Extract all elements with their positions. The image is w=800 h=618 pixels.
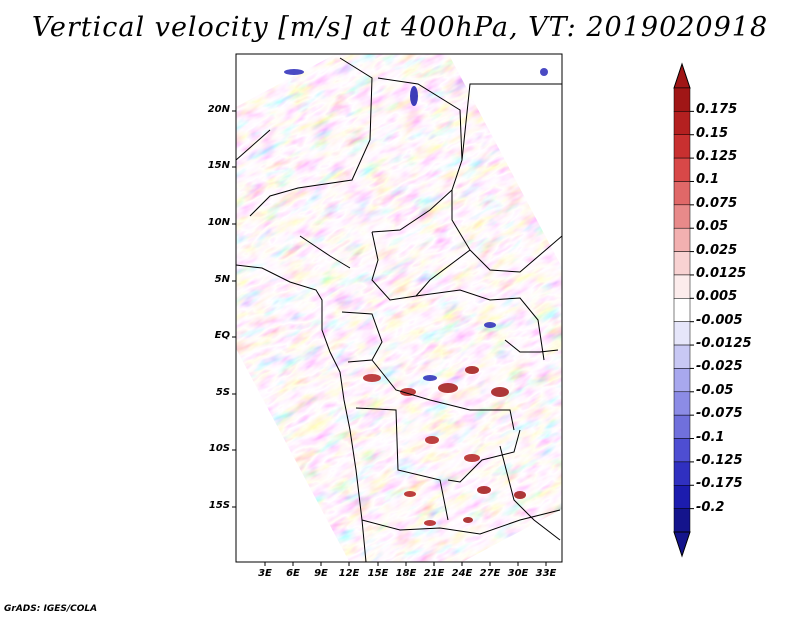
convective-cells (284, 68, 548, 526)
colorbar-level-label: -0.075 (696, 406, 743, 422)
colorbar-segment (673, 181, 691, 206)
lon-label: 24E (451, 568, 473, 579)
latitude-ticks (232, 110, 236, 508)
colorbar-segment (673, 321, 691, 346)
lat-label: 10S (208, 443, 230, 454)
colorbar-level-label: -0.005 (696, 312, 743, 328)
lat-label: 10N (207, 217, 230, 228)
colorbar-level-label: 0.175 (696, 102, 738, 118)
colorbar-segment (673, 368, 691, 393)
colorbar-segment (673, 298, 691, 322)
colorbar-level-label: -0.175 (696, 476, 743, 492)
lat-label: 20N (207, 104, 230, 115)
colorbar-segment (673, 87, 691, 112)
colorbar-segment (673, 134, 691, 159)
colorbar-segment (673, 391, 691, 416)
lon-label: 21E (423, 568, 445, 579)
colorbar-level-label: -0.125 (696, 452, 743, 468)
lon-label: 12E (338, 568, 360, 579)
colorbar-level-label: 0.1 (696, 172, 720, 188)
colorbar-level-label: -0.0125 (696, 336, 752, 352)
colorbar-segment (673, 344, 691, 369)
lon-label: 30E (507, 568, 529, 579)
colorbar-level-label: -0.05 (696, 382, 734, 398)
map-frame (235, 53, 563, 563)
lat-label: 5S (215, 387, 230, 398)
colorbar-segment (673, 204, 691, 229)
colorbar-level-label: -0.025 (696, 359, 743, 375)
colorbar-level-label: -0.1 (696, 429, 725, 445)
colorbar-segment (673, 111, 691, 135)
colorbar-segment (673, 227, 691, 252)
colorbar-segment (673, 274, 691, 299)
colorbar-segment (673, 508, 691, 533)
colorbar-segment (673, 438, 691, 463)
lat-label: 5N (214, 274, 230, 285)
colorbar-top-arrow (673, 62, 691, 89)
colorbar-level-label: 0.025 (696, 242, 738, 258)
vertical-velocity-field (236, 54, 562, 562)
colorbar-segment (673, 485, 691, 509)
lon-label: 33E (535, 568, 557, 579)
grads-credit: GrADS: IGES/COLA (4, 604, 98, 614)
colorbar-level-label: 0.005 (696, 289, 738, 305)
longitude-ticks (264, 562, 547, 566)
colorbar-segment (673, 461, 691, 486)
country-borders (236, 57, 562, 562)
colorbar-level-label: 0.125 (696, 149, 738, 165)
colorbar-segment (673, 414, 691, 439)
colorbar-level-label: 0.0125 (696, 265, 747, 281)
colorbar-bottom-arrow (673, 531, 691, 558)
lon-label: 27E (479, 568, 501, 579)
colorbar-level-label: 0.075 (696, 195, 738, 211)
lat-label: EQ (214, 330, 230, 341)
colorbar-level-label: 0.05 (696, 219, 729, 235)
lon-label: 3E (258, 568, 272, 579)
lon-label: 15E (367, 568, 389, 579)
lon-label: 18E (395, 568, 417, 579)
colorbar-level-label: 0.15 (696, 125, 729, 141)
lat-label: 15S (208, 500, 230, 511)
colorbar-level-label: -0.2 (696, 499, 725, 515)
lon-label: 9E (314, 568, 328, 579)
lat-label: 15N (207, 160, 230, 171)
colorbar-segment (673, 251, 691, 276)
chart-title: Vertical velocity [m/s] at 400hPa, VT: 2… (31, 12, 769, 43)
lon-label: 6E (286, 568, 300, 579)
colorbar-segment (673, 157, 691, 182)
